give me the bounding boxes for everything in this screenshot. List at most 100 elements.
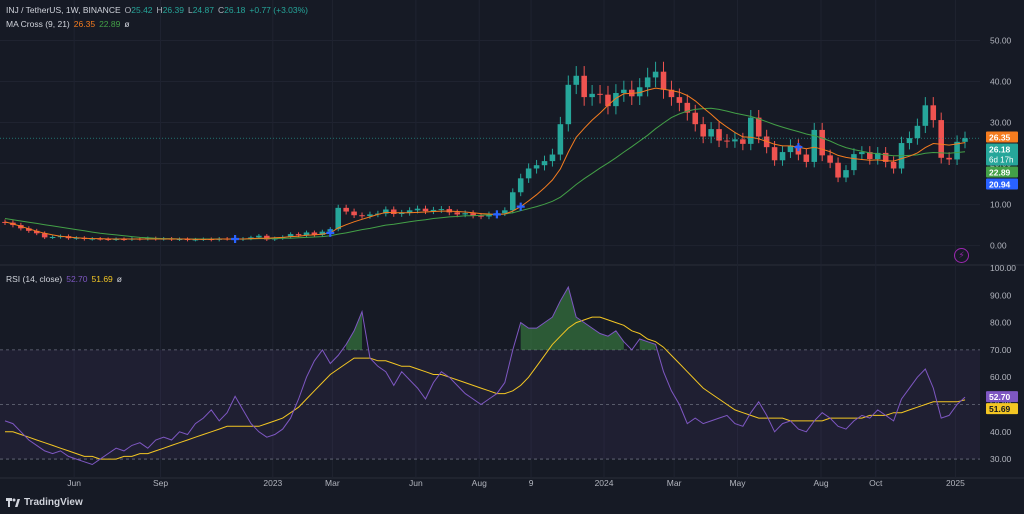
candle-body[interactable] — [264, 235, 270, 240]
candle-body[interactable] — [248, 237, 254, 239]
candle-body[interactable] — [256, 235, 262, 238]
candle-body[interactable] — [438, 209, 445, 211]
ma-cross-marker-icon[interactable] — [326, 228, 335, 237]
candle-body[interactable] — [787, 145, 794, 153]
candle-body[interactable] — [755, 117, 762, 137]
candle-body[interactable] — [121, 239, 127, 241]
candle-body[interactable] — [462, 213, 468, 215]
candle-body[interactable] — [636, 87, 643, 97]
candle-body[interactable] — [41, 233, 48, 238]
ma-cross-marker-icon[interactable] — [231, 235, 240, 244]
candle-body[interactable] — [684, 102, 691, 113]
candle-body[interactable] — [287, 234, 294, 237]
candle-body[interactable] — [549, 154, 556, 162]
candle-body[interactable] — [605, 94, 611, 107]
candle-body[interactable] — [819, 129, 825, 156]
candle-body[interactable] — [748, 117, 754, 144]
candle-body[interactable] — [724, 140, 730, 142]
candle-body[interactable] — [954, 141, 960, 160]
candle-body[interactable] — [597, 93, 603, 95]
candle-body[interactable] — [962, 138, 968, 142]
candle-body[interactable] — [390, 209, 397, 215]
candle-body[interactable] — [359, 215, 365, 217]
candle-body[interactable] — [422, 208, 429, 212]
candle-body[interactable] — [406, 210, 413, 213]
ma-cross-legend[interactable]: MA Cross (9, 21) 26.35 22.89 ø — [6, 19, 130, 29]
candle-body[interactable] — [176, 239, 183, 241]
candle-body[interactable] — [851, 154, 857, 171]
candle-body[interactable] — [652, 71, 659, 78]
ma-cross-marker-icon[interactable] — [794, 143, 803, 152]
candle-body[interactable] — [97, 238, 103, 240]
candle-body[interactable] — [533, 165, 540, 169]
candle-body[interactable] — [668, 89, 675, 98]
candle-body[interactable] — [827, 155, 833, 163]
ma-cross-marker-icon[interactable] — [492, 210, 501, 219]
candle-body[interactable] — [700, 124, 706, 137]
candle-body[interactable] — [716, 129, 722, 141]
candle-body[interactable] — [573, 75, 580, 85]
rsi-legend[interactable]: RSI (14, close) 52.70 51.69 ø — [6, 274, 122, 284]
candle-body[interactable] — [184, 239, 191, 241]
candle-body[interactable] — [867, 152, 873, 160]
candle-body[interactable] — [414, 208, 421, 211]
candle-body[interactable] — [351, 211, 357, 216]
candle-body[interactable] — [311, 232, 318, 235]
candle-body[interactable] — [26, 228, 32, 231]
candle-body[interactable] — [613, 93, 619, 107]
candle-body[interactable] — [859, 152, 865, 155]
candle-body[interactable] — [303, 232, 310, 236]
candle-body[interactable] — [33, 230, 40, 234]
candle-body[interactable] — [502, 210, 508, 214]
candle-body[interactable] — [470, 213, 476, 216]
tradingview-logo[interactable]: TradingView — [6, 497, 83, 508]
candle-body[interactable] — [454, 212, 461, 215]
candle-body[interactable] — [541, 161, 548, 166]
candle-body[interactable] — [740, 139, 746, 144]
candle-body[interactable] — [732, 139, 738, 142]
rsi-ma-line[interactable] — [5, 316, 966, 460]
candle-body[interactable] — [779, 152, 786, 161]
lightning-icon[interactable]: ⚡ — [954, 248, 969, 263]
candle-body[interactable] — [517, 178, 524, 193]
candle-body[interactable] — [644, 77, 651, 88]
candle-body[interactable] — [890, 161, 897, 169]
candle-body[interactable] — [295, 234, 302, 236]
candle-body[interactable] — [430, 209, 437, 212]
candle-body[interactable] — [557, 124, 564, 155]
candle-body[interactable] — [835, 162, 841, 178]
candle-body[interactable] — [589, 93, 595, 98]
candle-body[interactable] — [319, 231, 326, 235]
candle-body[interactable] — [105, 239, 111, 241]
candle-body[interactable] — [874, 152, 881, 160]
candle-body[interactable] — [771, 147, 778, 161]
candle-body[interactable] — [843, 170, 849, 178]
candle-body[interactable] — [113, 239, 119, 241]
candle-body[interactable] — [2, 221, 8, 223]
candle-body[interactable] — [192, 239, 199, 241]
symbol-title[interactable]: INJ / TetherUS, 1W, BINANCE — [6, 5, 121, 15]
candle-body[interactable] — [946, 157, 952, 160]
ma-cross-marker-icon[interactable] — [516, 202, 525, 211]
candle-body[interactable] — [621, 89, 627, 94]
candle-body[interactable] — [509, 192, 516, 211]
candle-body[interactable] — [938, 120, 944, 158]
candle-body[interactable] — [525, 168, 532, 179]
candle-body[interactable] — [89, 238, 96, 240]
candle-body[interactable] — [676, 97, 683, 103]
candle-body[interactable] — [660, 71, 667, 90]
candle-body[interactable] — [811, 129, 818, 162]
candle-body[interactable] — [565, 84, 572, 125]
candle-body[interactable] — [486, 214, 492, 217]
rsi-line[interactable] — [4, 285, 966, 466]
candle-body[interactable] — [49, 236, 56, 238]
candle-body[interactable] — [906, 138, 913, 144]
ma-fast-line[interactable] — [4, 87, 966, 240]
candle-body[interactable] — [335, 207, 341, 230]
candle-body[interactable] — [383, 209, 389, 214]
candle-body[interactable] — [930, 105, 937, 121]
candle-body[interactable] — [882, 152, 889, 162]
candle-body[interactable] — [478, 215, 484, 217]
candle-body[interactable] — [914, 125, 921, 139]
